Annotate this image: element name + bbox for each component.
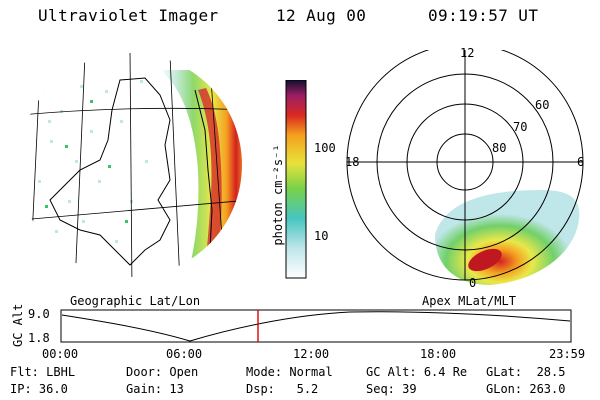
geographic-label: Geographic Lat/Lon xyxy=(70,294,201,308)
colorbar-unit-label: photon cm⁻²s⁻¹ xyxy=(271,144,285,246)
status-ip-key: IP: xyxy=(10,382,32,396)
status-glon-key: GLon: xyxy=(486,382,523,396)
colorbar xyxy=(285,80,307,279)
timeline-tick-0000: 00:00 xyxy=(42,347,79,361)
timeline-tick-1800: 18:00 xyxy=(420,347,457,361)
status-seq-value: 39 xyxy=(402,382,417,396)
mlat-rings xyxy=(346,50,584,281)
status-mode-value: Normal xyxy=(289,365,333,379)
timeline-tick-1200: 12:00 xyxy=(293,347,330,361)
status-flt: Flt: LBHL xyxy=(10,365,75,379)
status-flt-key: Flt: xyxy=(10,365,39,379)
timeline-tick-0600: 06:00 xyxy=(166,347,203,361)
status-dsp-value: 5.2 xyxy=(296,382,319,396)
status-mode: Mode: Normal xyxy=(246,365,333,379)
status-gc-alt-value: 6.4 Re xyxy=(423,365,468,379)
mlt-label-18: 18 xyxy=(345,155,360,169)
polar-aurora xyxy=(435,190,580,285)
polar-plot xyxy=(346,50,584,285)
mlt-label-12: 12 xyxy=(460,46,475,60)
status-seq-key: Seq: xyxy=(366,382,395,396)
instrument-name: Ultraviolet Imager xyxy=(38,6,219,25)
status-glat-key: GLat: xyxy=(486,365,523,379)
mlt-label-0: 0 xyxy=(469,276,477,290)
status-mode-key: Mode: xyxy=(246,365,283,379)
status-flt-value: LBHL xyxy=(46,365,76,379)
status-glat-value: 28.5 xyxy=(536,365,566,379)
altitude-axis-label: GC Alt xyxy=(11,303,25,347)
apex-label: Apex MLat/MLT xyxy=(422,294,516,308)
status-glon: GLon: 263.0 xyxy=(486,382,565,396)
status-gc-alt-key: GC Alt: xyxy=(366,365,417,379)
altitude-timeline xyxy=(60,309,572,343)
altitude-ytick-high: 9.0 xyxy=(28,307,50,321)
status-gain-key: Gain: xyxy=(126,382,163,396)
mlat-label-70: 70 xyxy=(513,120,528,134)
status-glat: GLat: 28.5 xyxy=(486,365,565,379)
status-door-value: Open xyxy=(169,365,199,379)
mlat-label-80: 80 xyxy=(492,141,507,155)
status-gain-value: 13 xyxy=(169,382,184,396)
status-ip-value: 36.0 xyxy=(38,382,68,396)
status-seq: Seq: 39 xyxy=(366,382,417,396)
status-door: Door: Open xyxy=(126,365,198,379)
title-bar: Ultraviolet Imager 12 Aug 00 09:19:57 UT xyxy=(0,6,600,30)
colorbar-tick-100: 100 xyxy=(314,141,336,155)
status-dsp-key: Dsp: xyxy=(246,382,275,396)
observation-date: 12 Aug 00 xyxy=(276,6,367,25)
observation-time: 09:19:57 UT xyxy=(428,6,539,25)
colorbar-tick-10: 10 xyxy=(314,229,329,243)
continent-outline xyxy=(49,77,171,266)
status-dsp: Dsp: 5.2 xyxy=(246,382,318,396)
status-glon-value: 263.0 xyxy=(529,382,566,396)
altitude-curve xyxy=(61,311,571,342)
timeline-tick-2359: 23:59 xyxy=(549,347,586,361)
geographic-map xyxy=(20,53,242,277)
mlt-label-6: 6 xyxy=(577,155,585,169)
status-ip: IP: 36.0 xyxy=(10,382,68,396)
mlat-label-60: 60 xyxy=(535,98,550,112)
status-gain: Gain: 13 xyxy=(126,382,184,396)
status-door-key: Door: xyxy=(126,365,163,379)
altitude-ytick-low: 1.8 xyxy=(28,331,50,345)
status-gc-alt: GC Alt: 6.4 Re xyxy=(366,365,467,379)
